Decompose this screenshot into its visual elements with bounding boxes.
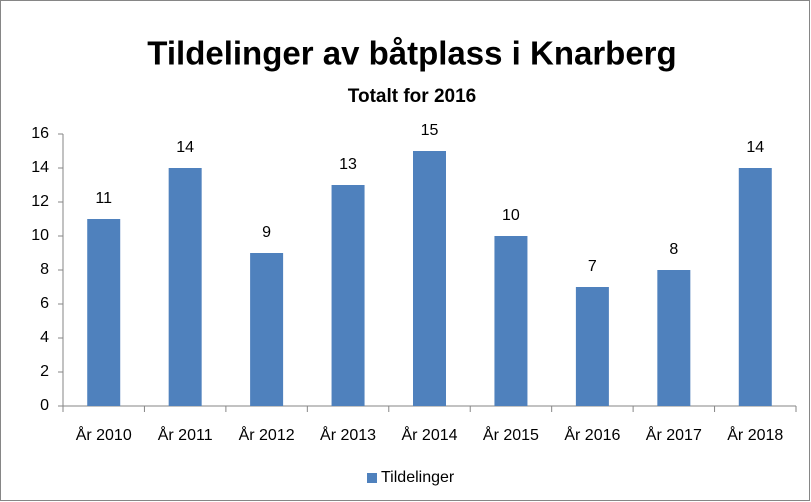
data-label: 14 bbox=[176, 139, 194, 156]
bar bbox=[250, 253, 284, 406]
y-tick-label: 4 bbox=[40, 329, 49, 346]
data-label: 11 bbox=[95, 190, 112, 207]
bar bbox=[413, 151, 446, 406]
data-label: 7 bbox=[588, 258, 597, 275]
y-tick-label: 14 bbox=[31, 159, 49, 176]
bar bbox=[494, 236, 528, 406]
y-tick-label: 10 bbox=[31, 227, 49, 244]
chart-subtitle: Totalt for 2016 bbox=[348, 86, 476, 107]
y-tick-label: 2 bbox=[40, 363, 49, 380]
legend-swatch bbox=[367, 473, 377, 483]
data-label: 9 bbox=[262, 224, 271, 241]
data-label: 8 bbox=[669, 241, 678, 258]
x-tick-label: År 2012 bbox=[239, 425, 295, 444]
y-tick-label: 0 bbox=[40, 397, 49, 414]
x-tick-label: År 2016 bbox=[564, 425, 620, 444]
bar bbox=[331, 185, 365, 406]
data-label: 10 bbox=[502, 207, 520, 224]
x-tick-label: År 2010 bbox=[76, 425, 132, 444]
y-tick-label: 6 bbox=[40, 295, 49, 312]
bar bbox=[738, 168, 772, 406]
chart-title: Tildelinger av båtplass i Knarberg bbox=[147, 35, 676, 72]
bar bbox=[575, 287, 609, 406]
data-label: 15 bbox=[421, 122, 439, 139]
y-tick-label: 8 bbox=[40, 261, 49, 278]
x-tick-label: År 2014 bbox=[401, 425, 457, 444]
x-tick-label: År 2015 bbox=[483, 425, 539, 444]
bar bbox=[657, 270, 691, 406]
bar bbox=[168, 168, 202, 406]
x-tick-label: År 2013 bbox=[320, 425, 376, 444]
data-label: 14 bbox=[746, 139, 764, 156]
bar bbox=[87, 219, 121, 406]
data-label: 13 bbox=[339, 156, 357, 173]
x-tick-label: År 2011 bbox=[158, 425, 213, 444]
y-tick-label: 16 bbox=[31, 125, 49, 142]
x-tick-label: År 2018 bbox=[727, 425, 783, 444]
y-tick-label: 12 bbox=[31, 193, 49, 210]
x-tick-label: År 2017 bbox=[646, 425, 702, 444]
legend-label: Tildelinger bbox=[381, 469, 455, 486]
